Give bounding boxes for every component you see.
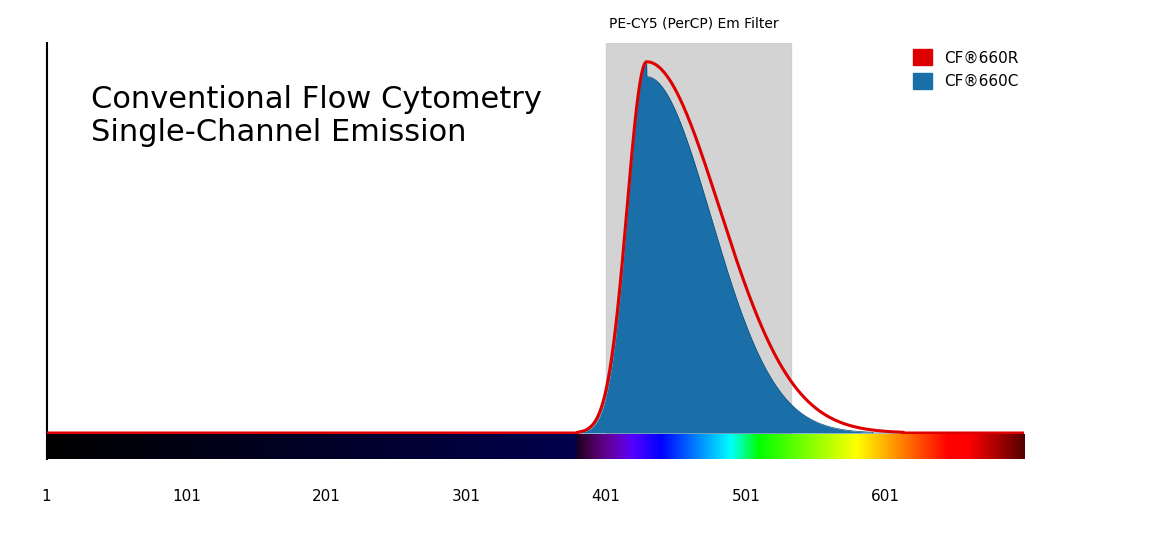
Bar bbox=[606, 43, 790, 459]
Legend: CF®660R, CF®660C: CF®660R, CF®660C bbox=[907, 43, 1024, 95]
Text: Conventional Flow Cytometry
Single-Channel Emission: Conventional Flow Cytometry Single-Chann… bbox=[91, 85, 541, 147]
Text: PE-CY5 (PerCP) Em Filter: PE-CY5 (PerCP) Em Filter bbox=[609, 17, 779, 31]
